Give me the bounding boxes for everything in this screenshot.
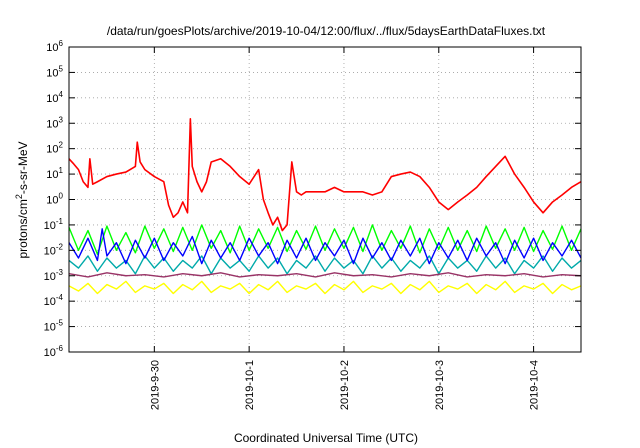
series-line-1 (68, 224, 582, 255)
y-tick-label-exp: 4 (59, 90, 64, 99)
y-tick-label-base: 10 (46, 93, 58, 105)
x-tick-label: 2019-10-1 (244, 360, 256, 410)
y-tick-label: 10-3 (44, 268, 64, 283)
y-tick-label-exp: 1 (59, 166, 64, 175)
y-tick-label: 100 (46, 192, 63, 207)
y-tick-label-exp: -1 (56, 217, 64, 226)
x-tick-label: 2019-10-4 (529, 360, 541, 410)
y-axis-label-sup: 2 (14, 194, 24, 199)
y-axis-label-base: protons/cm (16, 199, 30, 258)
x-tick-label: 2019-10-3 (434, 360, 446, 410)
y-tick-label: 103 (46, 115, 63, 130)
y-tick-label-base: 10 (46, 144, 58, 156)
y-tick-label: 10-4 (44, 293, 64, 308)
y-tick-label: 106 (46, 39, 63, 54)
y-tick-label-exp: 2 (59, 141, 64, 150)
series-line-0 (68, 117, 582, 232)
y-tick-label-exp: -4 (56, 293, 64, 302)
y-axis-label-rest: -s-sr-MeV (16, 141, 30, 194)
y-tick-label-base: 10 (44, 245, 56, 257)
y-tick-label: 104 (46, 90, 63, 105)
x-axis-ticks: 2019-9-30 2019-10-1 2019-10-2 2019-10-3 2019… (149, 47, 541, 410)
y-tick-label: 10-1 (44, 217, 64, 232)
y-tick-label: 10-2 (44, 242, 64, 257)
series-line-3 (68, 228, 582, 265)
series-line-4 (68, 272, 582, 278)
y-tick-label-base: 10 (44, 322, 56, 334)
chart-title: /data/run/goesPlots/archive/2019-10-04/1… (107, 24, 546, 38)
series-line-2 (68, 255, 582, 275)
y-tick-label-base: 10 (44, 271, 56, 283)
grid (69, 47, 581, 352)
y-tick-label-exp: -6 (56, 344, 64, 353)
y-tick-label-base: 10 (46, 118, 58, 130)
y-tick-label-exp: -2 (56, 242, 64, 251)
y-tick-label-base: 10 (46, 67, 58, 79)
y-tick-label: 102 (46, 141, 63, 156)
series-lines (68, 117, 582, 295)
y-axis-ticks: 10-610-510-410-310-210-11001011021031041… (44, 39, 581, 359)
y-tick-label-exp: 3 (59, 115, 64, 124)
y-tick-label-base: 10 (44, 347, 56, 359)
y-tick-label-base: 10 (46, 42, 58, 54)
y-tick-label-exp: -5 (56, 319, 64, 328)
x-tick-label: 2019-9-30 (149, 360, 161, 410)
y-tick-label-base: 10 (46, 169, 58, 181)
x-axis-label: Coordinated Universal Time (UTC) (234, 431, 418, 445)
y-tick-label-exp: 6 (59, 39, 64, 48)
y-tick-label: 10-6 (44, 344, 64, 359)
x-tick-label: 2019-10-2 (339, 360, 351, 410)
y-tick-label-exp: -3 (56, 268, 64, 277)
y-axis-label: protons/cm2-s-sr-MeV (14, 141, 30, 258)
y-tick-label-exp: 0 (59, 192, 64, 201)
y-tick-label-base: 10 (44, 220, 56, 232)
y-tick-label-exp: 5 (59, 64, 64, 73)
y-tick-label: 10-5 (44, 319, 64, 334)
y-tick-label: 105 (46, 64, 63, 79)
y-tick-label-base: 10 (46, 195, 58, 207)
y-tick-label: 101 (46, 166, 63, 181)
y-tick-label-base: 10 (44, 296, 56, 308)
series-line-5 (68, 280, 582, 295)
